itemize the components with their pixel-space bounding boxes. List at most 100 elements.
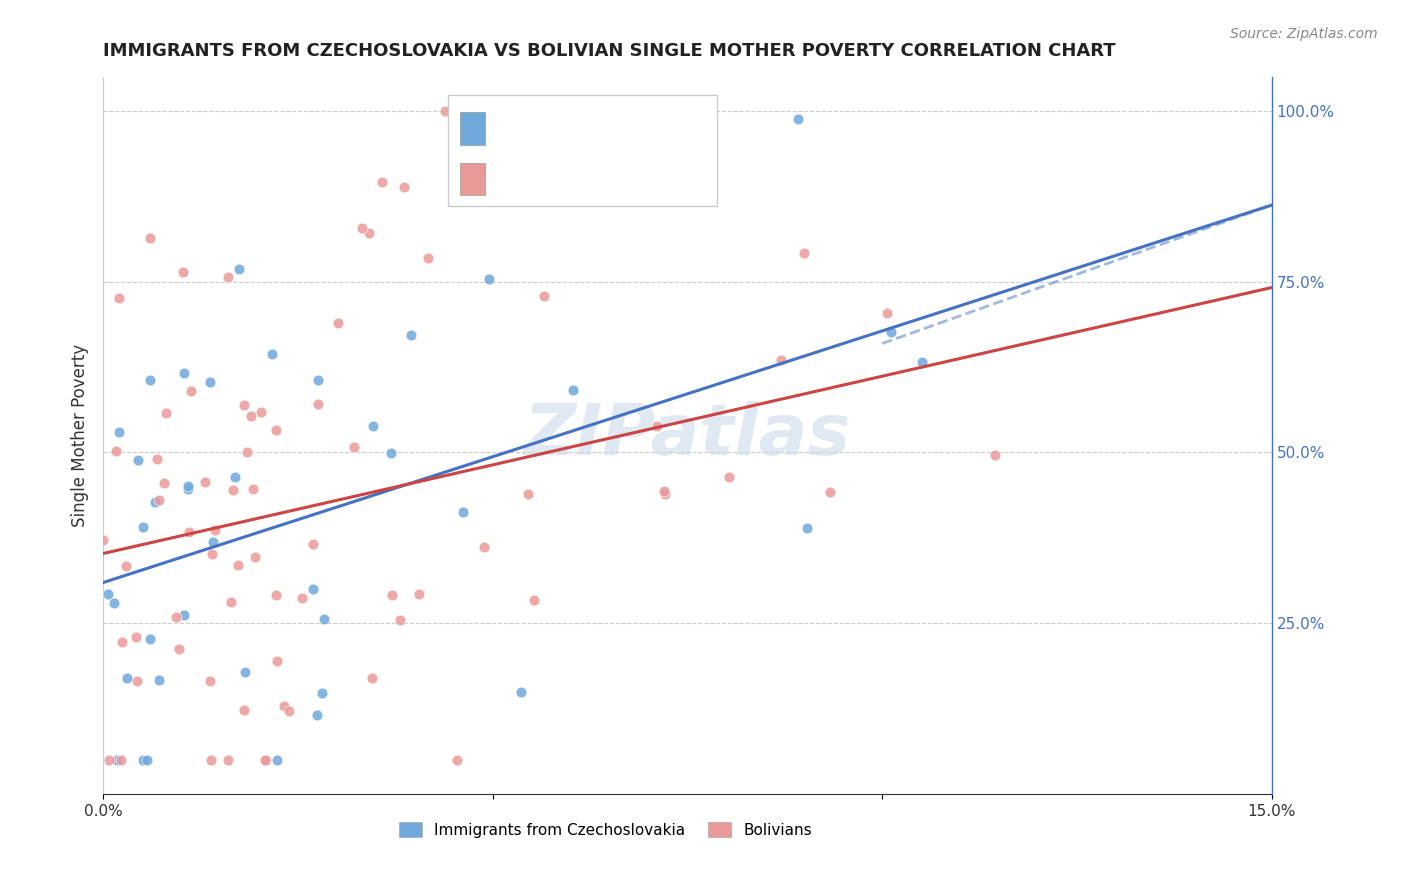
Point [389,613,412,627]
Point [110,753,132,767]
Point [305,707,328,722]
Point [228,262,250,277]
Point [307,397,329,411]
Point [266,654,288,668]
Point [111,634,134,648]
Point [148,673,170,687]
Point [242,482,264,496]
Point [302,582,325,597]
Point [266,753,288,767]
Point [787,112,810,126]
Point [266,588,288,602]
Point [307,373,329,387]
Point [143,495,166,509]
Point [217,269,239,284]
Point [201,535,224,549]
Point [243,549,266,564]
Point [139,632,162,646]
Point [139,373,162,387]
Point [399,328,422,343]
Point [221,595,243,609]
Point [222,483,245,498]
Point [235,665,257,680]
Point [125,630,148,644]
FancyBboxPatch shape [460,162,485,195]
Point [177,483,200,497]
Text: R = 0.554   N = 40: R = 0.554 N = 40 [489,114,645,132]
Point [654,487,676,501]
Point [361,419,384,434]
Point [517,487,540,501]
Point [108,291,131,305]
Point [236,444,259,458]
Point [408,587,430,601]
Point [880,326,903,340]
Point [153,475,176,490]
Point [108,425,131,439]
Point [645,418,668,433]
Point [509,685,531,699]
Point [103,597,125,611]
Point [173,607,195,622]
Point [97,586,120,600]
Point [652,484,675,499]
Point [217,753,239,767]
FancyBboxPatch shape [449,95,717,206]
Point [254,753,277,767]
Point [177,479,200,493]
Point [478,272,501,286]
Point [260,347,283,361]
Point [226,558,249,573]
Point [167,641,190,656]
Point [194,475,217,489]
Point [984,449,1007,463]
Text: IMMIGRANTS FROM CZECHOSLOVAKIA VS BOLIVIAN SINGLE MOTHER POVERTY CORRELATION CHA: IMMIGRANTS FROM CZECHOSLOVAKIA VS BOLIVI… [103,42,1116,60]
Point [132,753,155,767]
Point [114,559,136,574]
Point [278,704,301,718]
Point [179,524,201,539]
Point [381,588,404,602]
Point [392,179,415,194]
Point [180,384,202,398]
Point [198,673,221,688]
Point [264,423,287,437]
Legend: Immigrants from Czechoslovakia, Bolivians: Immigrants from Czechoslovakia, Bolivian… [394,815,818,844]
Point [145,452,167,467]
Point [357,226,380,240]
Point [717,469,740,483]
Point [562,383,585,397]
Point [132,520,155,534]
Point [876,306,898,320]
Point [200,753,222,767]
Point [125,673,148,688]
Point [472,540,495,554]
Point [342,440,364,454]
Point [201,547,224,561]
Point [273,698,295,713]
Point [127,452,149,467]
Text: ZIPatlas: ZIPatlas [524,401,851,470]
Point [165,609,187,624]
Point [328,317,350,331]
Point [451,505,474,519]
Point [533,289,555,303]
Point [796,521,818,535]
Point [820,485,842,500]
Y-axis label: Single Mother Poverty: Single Mother Poverty [72,343,89,527]
Point [224,470,246,484]
Point [135,753,157,767]
Point [311,686,333,700]
Point [434,103,457,118]
Point [93,533,115,548]
Point [232,398,254,412]
Text: R = 0.370   N = 72: R = 0.370 N = 72 [489,164,645,183]
Point [793,246,815,260]
Point [360,672,382,686]
Point [350,221,373,235]
Point [291,591,314,605]
Point [416,251,439,265]
Point [198,375,221,389]
Point [104,444,127,458]
Text: Source: ZipAtlas.com: Source: ZipAtlas.com [1230,27,1378,41]
